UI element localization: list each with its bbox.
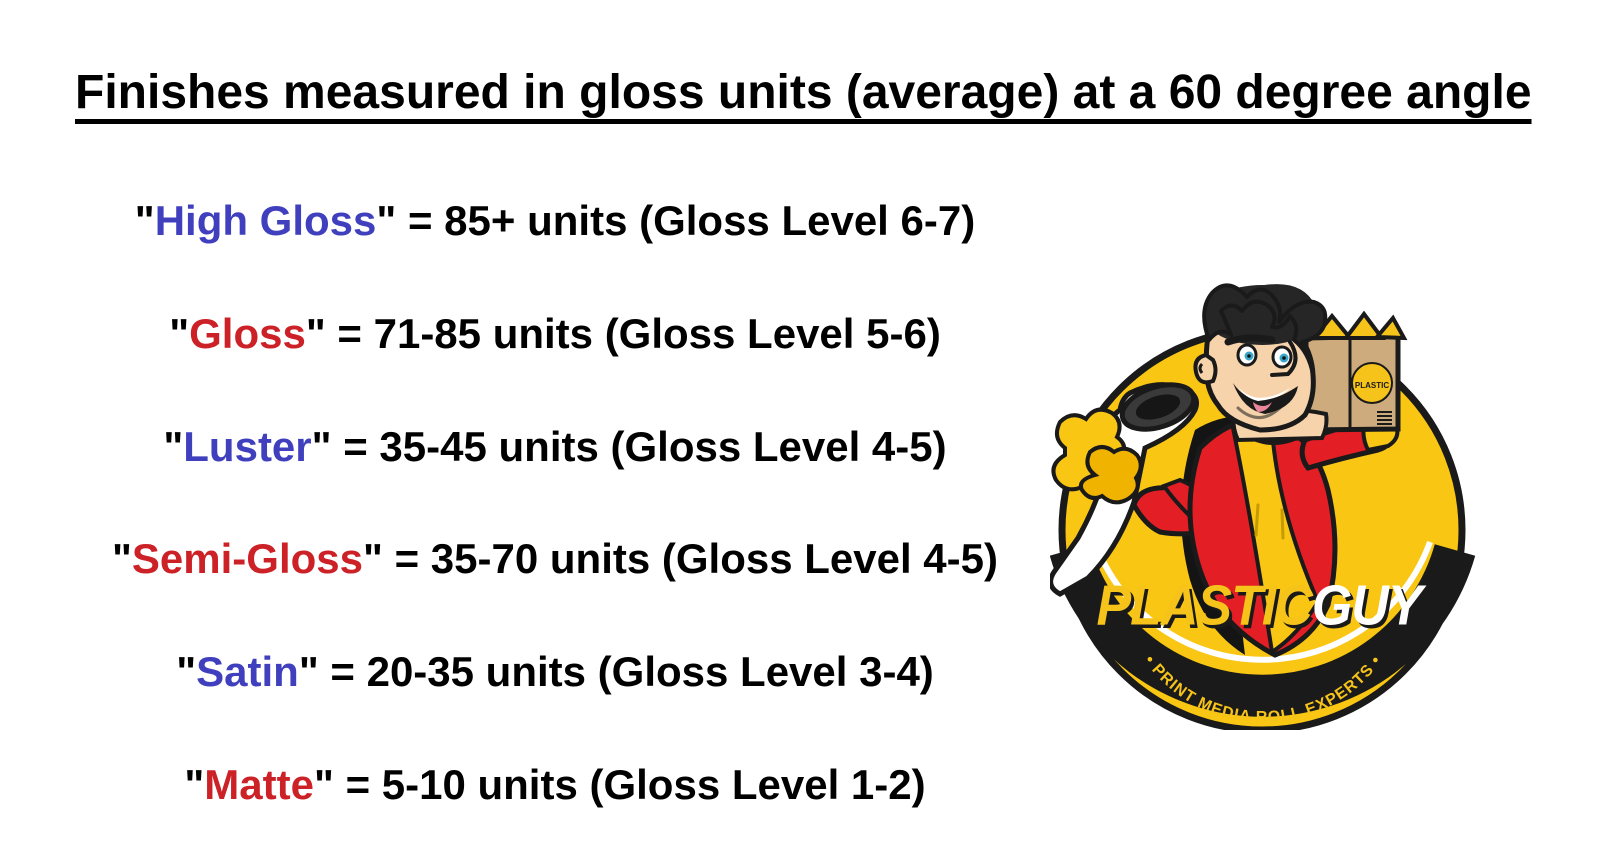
svg-text:PLASTIC: PLASTIC [1355,381,1389,390]
svg-text:PLASTICGUY: PLASTICGUY [1096,575,1427,637]
